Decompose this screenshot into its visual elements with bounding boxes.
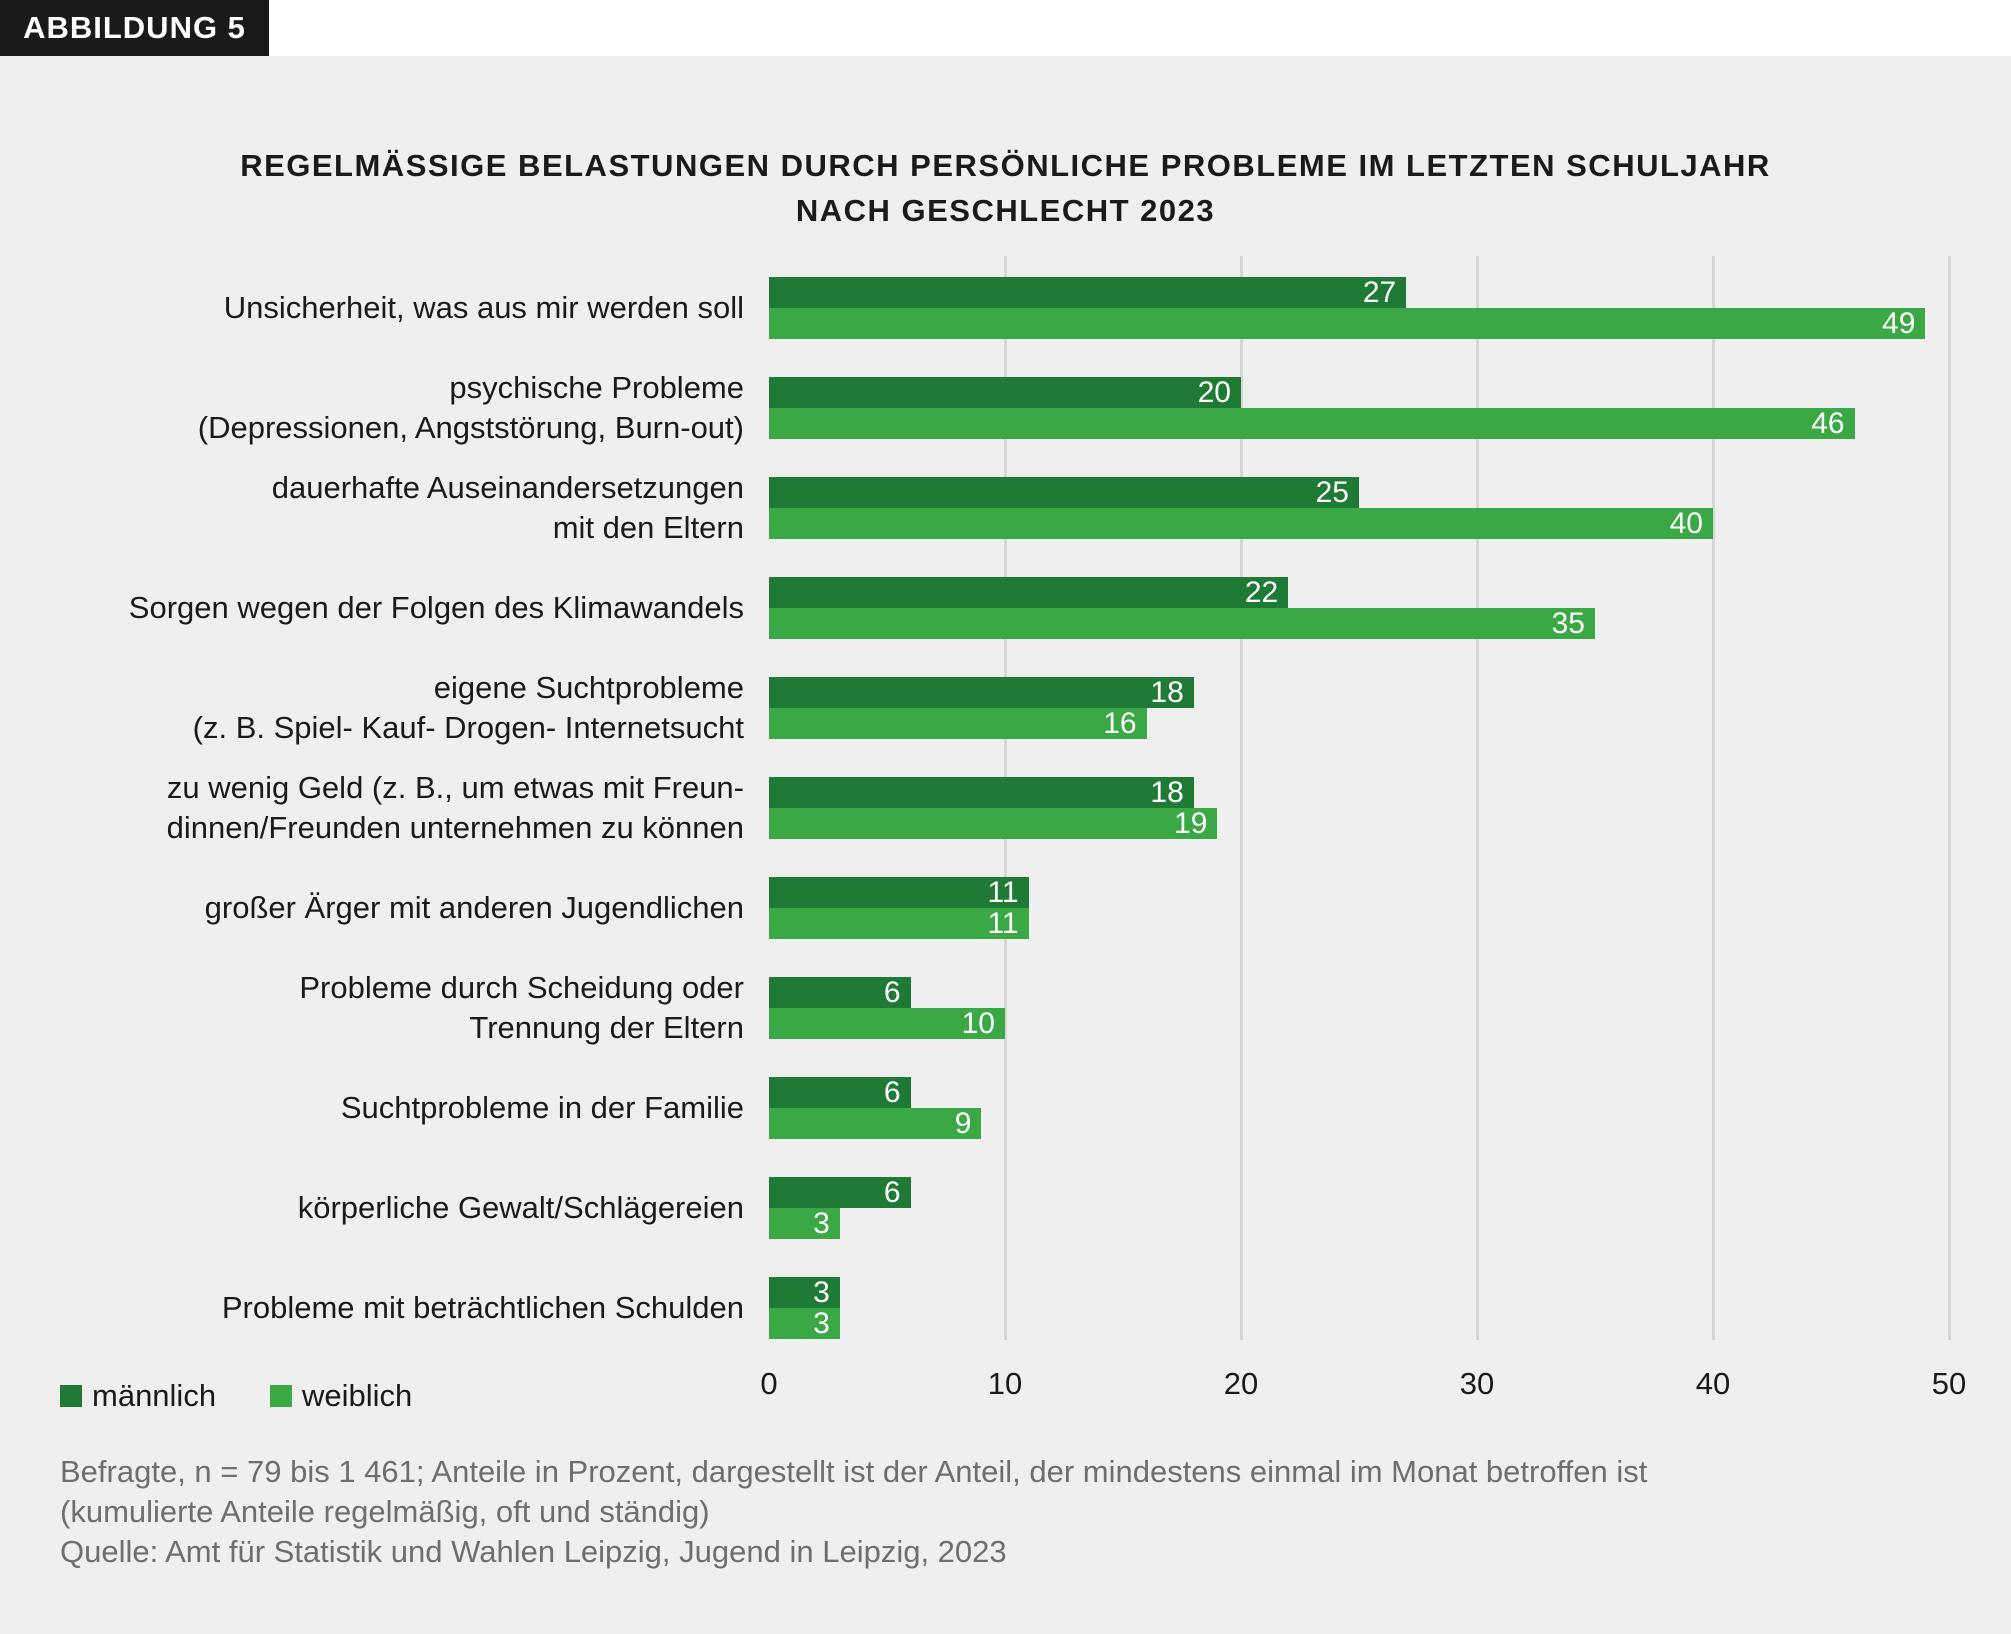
- category-label: eigene Suchtprobleme (z. B. Spiel- Kauf- …: [4, 668, 744, 748]
- category-label-line: Suchtprobleme in der Familie: [340, 1090, 744, 1125]
- value-label-male: 22: [1244, 576, 1279, 609]
- category-label: Unsicherheit, was aus mir werden soll: [4, 288, 744, 328]
- bar-male: [769, 477, 1359, 508]
- value-label-male: 3: [813, 1276, 830, 1309]
- footnote-line-2: (kumulierte Anteile regelmäßig, oft und …: [60, 1494, 710, 1529]
- category-label-line: Probleme durch Scheidung oder: [299, 970, 744, 1005]
- value-label-female: 40: [1669, 507, 1703, 540]
- bar-male: [769, 1177, 911, 1208]
- value-label-female: 35: [1551, 607, 1585, 640]
- chart-title-line-2: NACH GESCHLECHT 2023: [795, 193, 1216, 228]
- x-tick-label: 50: [1931, 1366, 1967, 1401]
- category-label-line: Unsicherheit, was aus mir werden soll: [223, 290, 744, 325]
- value-label-male: 18: [1150, 676, 1184, 709]
- category-label-line: psychische Probleme: [449, 370, 744, 405]
- category-label-line: (Depressionen, Angststörung, Burn-out): [197, 410, 744, 445]
- value-label-male: 25: [1315, 476, 1349, 509]
- category-label-line: eigene Suchtprobleme: [433, 670, 744, 705]
- value-label-female: 3: [813, 1207, 830, 1240]
- x-tick-label: 30: [1459, 1366, 1495, 1401]
- bar-female: [769, 1208, 840, 1239]
- gridline: [1240, 256, 1243, 1340]
- gridline: [1476, 256, 1479, 1340]
- legend-item-female: weiblich: [270, 1378, 412, 1414]
- category-label: dauerhafte Auseinandersetzungen mit den E…: [4, 468, 744, 548]
- category-label: zu wenig Geld (z. B., um etwas mit Freun…: [4, 768, 744, 848]
- category-label-line: Trennung der Eltern: [469, 1010, 744, 1045]
- legend-item-male: männlich: [60, 1378, 216, 1414]
- category-label-line: Probleme mit beträchtlichen Schulden: [221, 1290, 744, 1325]
- chart-title-line-1: REGELMÄSSIGE BELASTUNGEN DURCH PERSÖNLIC…: [240, 148, 1771, 183]
- category-label-line: Sorgen wegen der Folgen des Klimawandels: [128, 590, 744, 625]
- value-label-female: 10: [961, 1007, 995, 1040]
- bar-female: [769, 908, 1029, 939]
- value-label-male: 27: [1362, 276, 1397, 309]
- bar-female: [769, 508, 1713, 539]
- category-label: Probleme mit beträchtlichen Schulden: [4, 1288, 744, 1328]
- value-label-female: 16: [1103, 707, 1137, 740]
- category-label-line: (z. B. Spiel- Kauf- Drogen- Internetsuch…: [192, 710, 744, 745]
- value-label-male: 6: [883, 1076, 901, 1109]
- bar-male: [769, 877, 1029, 908]
- legend-swatch-male: [60, 1385, 82, 1407]
- legend-label-female: weiblich: [302, 1378, 413, 1413]
- value-label-female: 3: [813, 1307, 830, 1340]
- bar-female: [769, 308, 1926, 339]
- bar-male: [769, 577, 1289, 608]
- category-label: Sorgen wegen der Folgen des Klimawandels: [4, 588, 744, 628]
- category-label: psychische Probleme (Depressionen, Angsts…: [4, 368, 744, 448]
- x-tick-label: 0: [760, 1366, 778, 1401]
- bar-female: [769, 808, 1218, 839]
- bar-female: [769, 1108, 982, 1139]
- bar-male: [769, 277, 1407, 308]
- category-label-line: zu wenig Geld (z. B., um etwas mit Freun…: [166, 770, 744, 805]
- category-label: Suchtprobleme in der Familie: [4, 1088, 744, 1128]
- value-label-male: 6: [883, 976, 901, 1009]
- value-label-female: 9: [954, 1107, 972, 1140]
- category-label-line: mit den Eltern: [552, 510, 744, 545]
- category-label-line: großer Ärger mit anderen Jugendlichen: [204, 890, 744, 925]
- value-label-male: 18: [1150, 776, 1184, 809]
- category-label: körperliche Gewalt/Schlägereien: [4, 1188, 744, 1228]
- legend-label-male: männlich: [92, 1378, 217, 1413]
- bar-female: [769, 1008, 1005, 1039]
- bar-male: [769, 1077, 911, 1108]
- category-label-line: dauerhafte Auseinandersetzungen: [271, 470, 744, 505]
- x-tick-label: 40: [1695, 1366, 1731, 1401]
- gridline: [1948, 256, 1951, 1340]
- value-label-male: 20: [1197, 376, 1231, 409]
- category-label-line: körperliche Gewalt/Schlägereien: [297, 1190, 744, 1225]
- bar-female: [769, 1308, 840, 1339]
- category-label: großer Ärger mit anderen Jugendlichen: [4, 888, 744, 928]
- value-label-female: 19: [1174, 807, 1208, 840]
- legend-swatch-female: [270, 1385, 292, 1407]
- bar-male: [769, 977, 911, 1008]
- footnote-line-1: Befragte, n = 79 bis 1 461; Anteile in P…: [60, 1454, 1648, 1489]
- value-label-male: 6: [883, 1176, 901, 1209]
- gridline: [1712, 256, 1715, 1340]
- bar-female: [769, 608, 1595, 639]
- bar-male: [769, 377, 1241, 408]
- bar-male: [769, 677, 1194, 708]
- value-label-male: 11: [987, 876, 1019, 909]
- bar-female: [769, 408, 1855, 439]
- x-tick-label: 20: [1223, 1366, 1259, 1401]
- source-line: Quelle: Amt für Statistik und Wahlen Lei…: [60, 1534, 1007, 1569]
- bar-female: [769, 708, 1147, 739]
- category-label-line: dinnen/Freunden unternehmen zu können: [166, 810, 744, 845]
- bar-male: [769, 1277, 840, 1308]
- x-tick-label: 10: [987, 1366, 1023, 1401]
- figure-badge: ABBILDUNG 5: [0, 0, 269, 56]
- bar-male: [769, 777, 1194, 808]
- value-label-female: 46: [1811, 407, 1845, 440]
- value-label-female: 11: [987, 907, 1019, 940]
- value-label-female: 49: [1882, 307, 1916, 340]
- category-label: Probleme durch Scheidung oder Trennung de…: [4, 968, 744, 1048]
